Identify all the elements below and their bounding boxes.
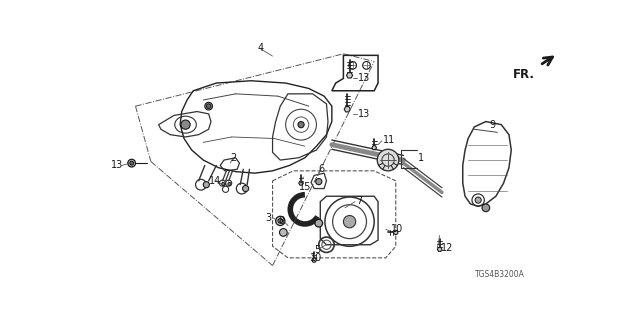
- Text: 10: 10: [391, 224, 403, 234]
- Polygon shape: [394, 230, 398, 235]
- Polygon shape: [312, 258, 316, 262]
- Text: TGS4B3200A: TGS4B3200A: [474, 270, 524, 279]
- Circle shape: [181, 120, 190, 129]
- Circle shape: [344, 215, 356, 228]
- Text: 1: 1: [418, 153, 424, 163]
- Text: 9: 9: [490, 120, 496, 130]
- Circle shape: [280, 228, 287, 236]
- Polygon shape: [437, 247, 442, 252]
- Text: 13: 13: [111, 160, 123, 171]
- Circle shape: [475, 197, 481, 203]
- Polygon shape: [299, 181, 303, 185]
- Text: 6: 6: [319, 164, 325, 174]
- Circle shape: [206, 104, 211, 108]
- Circle shape: [228, 182, 231, 186]
- Text: 7: 7: [356, 196, 363, 206]
- Circle shape: [276, 216, 285, 226]
- Text: 10: 10: [310, 253, 323, 263]
- Circle shape: [128, 159, 136, 167]
- Text: 5: 5: [314, 245, 321, 255]
- Polygon shape: [344, 107, 350, 112]
- Text: 12: 12: [441, 243, 454, 253]
- Polygon shape: [346, 73, 353, 78]
- Circle shape: [278, 219, 283, 223]
- Text: 13: 13: [358, 73, 371, 84]
- Circle shape: [130, 161, 134, 165]
- Circle shape: [316, 179, 322, 185]
- Circle shape: [378, 149, 399, 171]
- Circle shape: [204, 182, 209, 188]
- Text: 14: 14: [209, 176, 221, 186]
- Circle shape: [221, 182, 225, 186]
- Text: 11: 11: [383, 135, 396, 145]
- Text: FR.: FR.: [513, 68, 535, 81]
- Circle shape: [205, 102, 212, 110]
- Text: 8: 8: [279, 216, 285, 226]
- Circle shape: [243, 186, 249, 192]
- Circle shape: [482, 204, 490, 212]
- Text: 4: 4: [257, 44, 263, 53]
- Text: 3: 3: [265, 213, 271, 223]
- Text: 2: 2: [230, 153, 236, 163]
- Polygon shape: [372, 146, 376, 150]
- Text: 15: 15: [299, 182, 311, 192]
- Text: 13: 13: [358, 109, 371, 119]
- Circle shape: [315, 219, 323, 227]
- Circle shape: [298, 122, 304, 128]
